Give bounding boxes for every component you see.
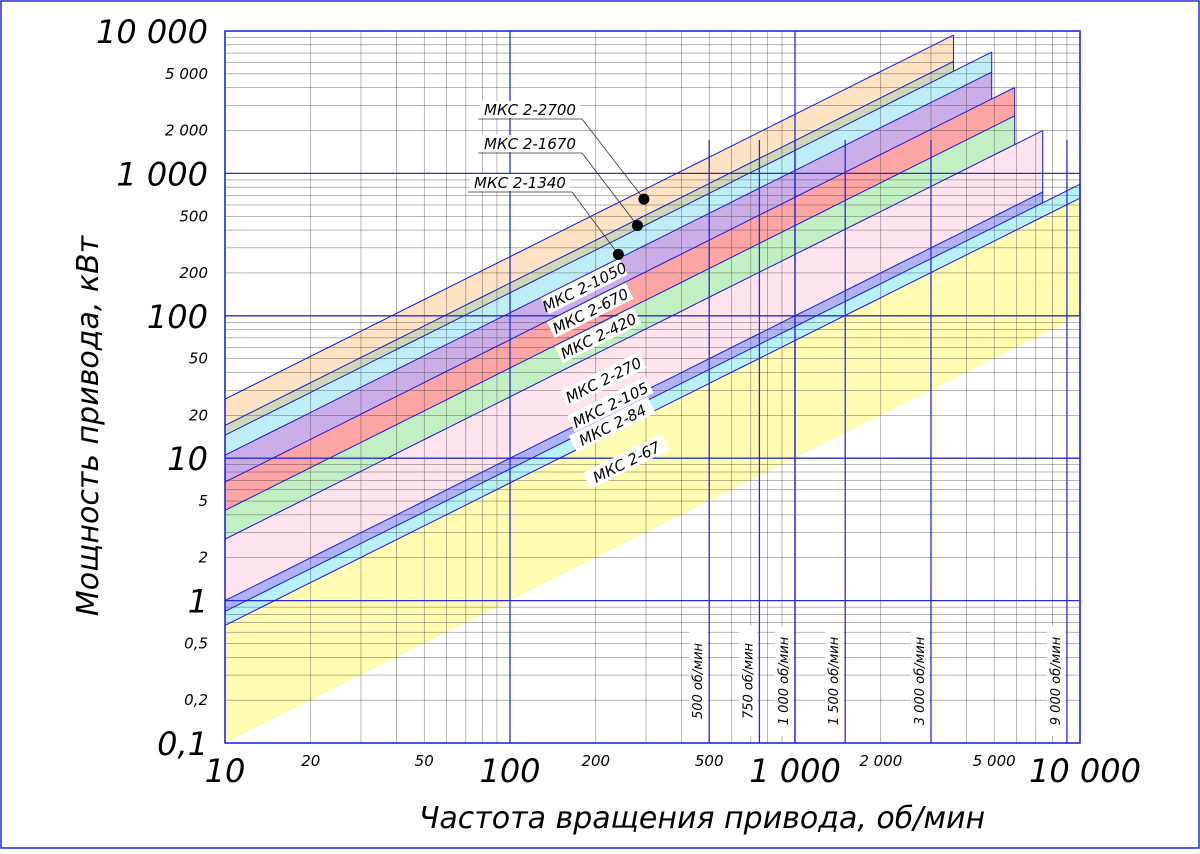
- band-upper-edge: [224, 71, 992, 456]
- y-tick-label-minor: 20: [189, 406, 208, 424]
- x-tick-label-minor: 5 000: [973, 752, 1016, 770]
- speed-line-label: 1 500 об/мин: [827, 636, 842, 725]
- band-label-bg: [546, 282, 634, 339]
- x-tick-label-major: 10 000: [1029, 752, 1141, 790]
- y-tick-label-major: 1: [188, 583, 208, 621]
- callout-label-bg: [470, 174, 570, 191]
- y-tick-label-minor: 200: [179, 264, 208, 282]
- speed-label-bg: [689, 626, 708, 736]
- y-tick-label-minor: 5 000: [165, 65, 208, 83]
- speed-line-label: 1 000 об/мин: [777, 636, 792, 725]
- y-tick-label-minor: 5: [198, 492, 208, 510]
- speed-line-label: 9 000 об/мин: [1049, 636, 1064, 725]
- band-label-bg: [582, 433, 670, 490]
- y-tick-label-major: 10: [167, 440, 208, 478]
- band-label-bg: [559, 351, 647, 408]
- speed-lines-group: 500 об/мин 750 об/мин 1 000 об/мин 1 500 об…: [689, 140, 1068, 743]
- speed-label-bg: [910, 626, 929, 736]
- speed-label-bg: [1046, 626, 1065, 736]
- band-upper-edge: [224, 87, 1015, 483]
- callout-leader: [571, 191, 619, 255]
- y-tick-label-major: 10 000: [96, 13, 208, 51]
- x-tick-label-major: 100: [479, 752, 540, 790]
- y-tick-label-minor: 0,5: [184, 634, 208, 652]
- band-upper-edge: [224, 130, 1043, 540]
- plot-frame: [224, 30, 1081, 744]
- y-axis-label: Мощность привода, кВт: [71, 234, 106, 616]
- band-label-bg: [568, 396, 656, 453]
- tick-labels-group: 0,1 1 10 100 1 000 10 000 0,2 0,5 2 5 20 50 200 500 2 …: [96, 13, 1141, 790]
- speed-line-label: 750 об/мин: [741, 642, 756, 719]
- callout-label: МКС 2-1340: [474, 174, 566, 192]
- callout-leader: [581, 152, 638, 226]
- band-area: [225, 198, 1080, 743]
- band-area: [225, 52, 992, 456]
- speed-label-bg: [825, 626, 844, 736]
- x-tick-label-major: 1 000: [749, 752, 841, 790]
- data-point: [612, 248, 624, 260]
- x-axis-label: Частота вращения привода, об/мин: [419, 801, 985, 836]
- band-upper-edge: [224, 34, 954, 400]
- band-label-bg: [566, 376, 654, 433]
- band-area: [225, 61, 954, 436]
- y-tick-label-major: 0,1: [157, 725, 208, 763]
- speed-label-bg: [739, 626, 758, 736]
- callout-label: МКС 2-1670: [484, 135, 576, 153]
- y-tick-label-minor: 500: [179, 207, 208, 225]
- band-upper-edge: [224, 183, 1081, 612]
- callout-leader: [581, 118, 645, 200]
- band-upper-edge: [224, 60, 954, 426]
- callout-label-bg: [480, 135, 580, 152]
- data-point: [631, 220, 643, 232]
- data-point: [638, 193, 650, 205]
- y-tick-label-major: 100: [147, 298, 208, 336]
- band-upper-edge: [224, 51, 992, 436]
- x-tick-label-minor: 20: [301, 752, 320, 770]
- y-tick-label-minor: 2: [198, 549, 208, 567]
- y-tick-label-minor: 50: [189, 350, 208, 368]
- speed-line-label: 500 об/мин: [691, 642, 706, 719]
- speed-label-bg: [775, 626, 793, 736]
- callout-label: МКС 2-2700: [484, 101, 576, 119]
- x-tick-label-minor: 2 000: [859, 752, 902, 770]
- callout-label-bg: [480, 101, 580, 118]
- x-tick-label-major: 10: [205, 752, 246, 790]
- x-tick-label-minor: 500: [695, 752, 724, 770]
- speed-line-label: 3 000 об/мин: [913, 636, 928, 725]
- x-tick-label-minor: 200: [581, 752, 610, 770]
- x-tick-label-minor: 50: [415, 752, 434, 770]
- points-group: [612, 193, 650, 260]
- y-tick-label-minor: 0,2: [184, 691, 208, 709]
- band-label-bg: [554, 307, 642, 364]
- y-tick-label-minor: 2 000: [165, 122, 208, 140]
- band-label-bg: [540, 258, 628, 315]
- band-upper-edge: [224, 115, 1015, 511]
- y-tick-label-major: 1 000: [116, 155, 208, 193]
